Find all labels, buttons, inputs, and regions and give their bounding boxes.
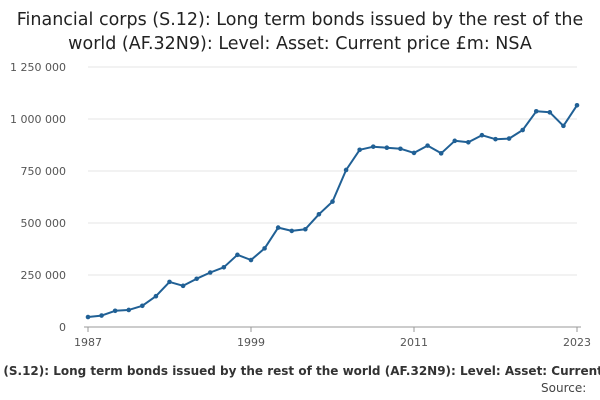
data-point[interactable]	[398, 146, 403, 152]
data-point[interactable]	[384, 145, 390, 151]
data-point[interactable]	[438, 151, 444, 156]
data-point[interactable]	[167, 279, 172, 285]
data-point[interactable]	[180, 283, 186, 289]
data-point[interactable]	[533, 109, 539, 114]
y-tick-label: 750 000	[21, 165, 67, 178]
data-point[interactable]	[99, 313, 104, 318]
data-point[interactable]	[343, 167, 349, 173]
data-point[interactable]	[112, 308, 118, 314]
data-point[interactable]	[370, 144, 376, 149]
data-point[interactable]	[506, 136, 512, 141]
source-label: Source:	[541, 381, 587, 395]
data-point[interactable]	[316, 211, 322, 217]
axes	[84, 326, 581, 332]
data-point[interactable]	[275, 225, 281, 230]
data-point[interactable]	[235, 252, 240, 258]
data-point[interactable]	[493, 136, 498, 142]
data-point[interactable]	[561, 123, 566, 129]
data-point[interactable]	[330, 199, 335, 204]
data-point[interactable]	[452, 138, 458, 144]
y-tick-label: 500 000	[21, 217, 67, 230]
data-point[interactable]	[194, 276, 199, 282]
data-point[interactable]	[574, 102, 580, 108]
data-point[interactable]	[289, 228, 295, 234]
data-point[interactable]	[85, 314, 91, 320]
data-point[interactable]	[466, 139, 471, 145]
x-tick-label: 1999	[237, 336, 265, 349]
y-tick-label: 1 250 000	[10, 61, 66, 74]
y-axis-tick-labels: 0 250 000 500 000 750 000 1 000 000 1 250 000	[10, 61, 66, 334]
legend-label: Financial corps (S.12): Long term bonds …	[0, 364, 600, 378]
data-point[interactable]	[126, 307, 132, 313]
data-point[interactable]	[479, 132, 485, 138]
x-tick-label: 2023	[563, 336, 591, 349]
source-line: Source:	[0, 381, 600, 399]
x-tick-label: 2011	[400, 336, 428, 349]
series-layer	[85, 102, 580, 320]
data-point[interactable]	[547, 110, 553, 115]
data-point[interactable]	[207, 270, 213, 275]
x-tick-label: 1987	[74, 336, 102, 349]
data-point[interactable]	[221, 265, 227, 270]
chart-title: Financial corps (S.12): Long term bonds …	[16, 10, 584, 54]
series-line	[87, 104, 578, 318]
y-tick-label: 1 000 000	[10, 113, 66, 126]
data-point[interactable]	[357, 147, 362, 153]
data-point[interactable]	[303, 226, 308, 232]
x-axis-tick-labels: 1987 1999 2011 2023	[74, 336, 591, 349]
data-point[interactable]	[262, 246, 267, 251]
data-point[interactable]	[153, 293, 159, 299]
data-point[interactable]	[140, 303, 145, 309]
data-point[interactable]	[425, 143, 430, 148]
y-tick-label: 250 000	[21, 269, 67, 282]
legend: Financial corps (S.12): Long term bonds …	[0, 364, 600, 382]
gridlines	[88, 66, 577, 276]
y-tick-label: 0	[59, 321, 66, 334]
data-point[interactable]	[248, 257, 254, 263]
data-point[interactable]	[520, 127, 525, 133]
data-point[interactable]	[411, 150, 417, 156]
